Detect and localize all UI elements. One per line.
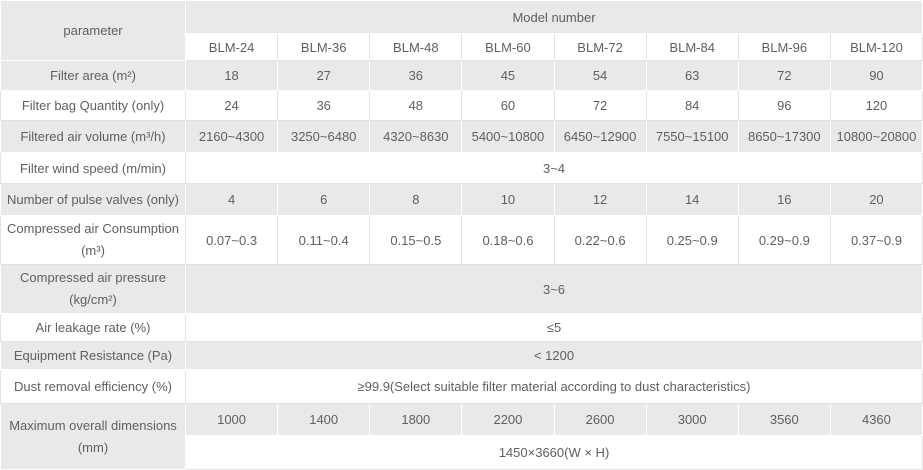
value-cell: 8 — [369, 183, 463, 216]
value-cell: 60 — [461, 90, 555, 121]
row-label-filter-bag-quantity: Filter bag Quantity (only) — [0, 90, 186, 121]
model-column-header: BLM-24 — [184, 33, 279, 61]
row-label-filter-area: Filter area (m²) — [0, 60, 186, 91]
table-row: parameter Model number — [0, 0, 923, 61]
span-value-cell: 3~4 — [185, 152, 923, 184]
value-cell: 4320~8630 — [369, 120, 463, 153]
model-column-header: BLM-120 — [829, 33, 923, 61]
span-value-cell: ≥99.9(Select suitable filter material ac… — [185, 369, 923, 404]
row-label-line1: Compressed air pressure — [20, 270, 166, 285]
value-cell: 0.15~0.5 — [369, 215, 463, 265]
table-row-compressed-air-consumption: Compressed air Consumption (m³) 0.07~0.3… — [0, 215, 923, 265]
model-column-header: BLM-60 — [461, 33, 555, 61]
model-header-row: BLM-24 BLM-36 BLM-48 BLM-60 BLM-72 BLM-8… — [1, 33, 923, 61]
value-cell: 0.25~0.9 — [645, 215, 739, 265]
value-cell: 27 — [277, 60, 371, 91]
table-row-filter-bag-quantity: Filter bag Quantity (only) 24 36 48 60 7… — [0, 90, 923, 121]
row-label-dust-removal-efficiency: Dust removal efficiency (%) — [0, 369, 186, 404]
model-column-header: BLM-48 — [369, 33, 463, 61]
span-value-cell: < 1200 — [185, 341, 923, 370]
value-cell: 84 — [645, 90, 739, 121]
value-cell: 3000 — [645, 403, 739, 436]
row-label-line2: (m³) — [81, 243, 105, 258]
value-cell: 0.29~0.9 — [737, 215, 831, 265]
value-cell: 20 — [829, 183, 923, 216]
table-row-maximum-dimensions: Maximum overall dimensions (mm) 1000 140… — [0, 403, 923, 470]
span-value-cell: 3~6 — [185, 264, 923, 314]
value-cell: 1000 — [184, 403, 279, 436]
value-cell: 8650~17300 — [737, 120, 831, 153]
row-label-pulse-valves: Number of pulse valves (only) — [0, 183, 186, 216]
value-cell: 2200 — [461, 403, 555, 436]
table-row-pulse-valves: Number of pulse valves (only) 4 6 8 10 1… — [0, 183, 923, 216]
value-cell: 63 — [645, 60, 739, 91]
row-label-line2: (kg/cm²) — [69, 292, 117, 307]
value-cell: 96 — [737, 90, 831, 121]
value-cell: 1800 — [369, 403, 463, 436]
table-row-filtered-air-volume: Filtered air volume (m³/h) 2160~4300 325… — [0, 120, 923, 153]
value-cell: 6 — [277, 183, 371, 216]
value-cell: 0.37~0.9 — [829, 215, 923, 265]
value-cell: 72 — [737, 60, 831, 91]
table-row-compressed-air-pressure: Compressed air pressure (kg/cm²) 3~6 — [0, 264, 923, 314]
model-column-header: BLM-36 — [277, 33, 371, 61]
value-cell: 72 — [553, 90, 647, 121]
table-row-dust-removal-efficiency: Dust removal efficiency (%) ≥99.9(Select… — [0, 369, 923, 404]
model-column-header: BLM-72 — [553, 33, 647, 61]
value-cell: 2160~4300 — [184, 120, 279, 153]
table-row-filter-area: Filter area (m²) 18 27 36 45 54 63 72 90 — [0, 60, 923, 91]
value-cell: 0.22~0.6 — [553, 215, 647, 265]
value-cell: 90 — [829, 60, 923, 91]
row-label-maximum-dimensions: Maximum overall dimensions (mm) — [0, 403, 186, 470]
value-cell: 2600 — [553, 403, 647, 436]
value-cell: 3250~6480 — [277, 120, 371, 153]
value-cell: 36 — [369, 60, 463, 91]
value-cell: 45 — [461, 60, 555, 91]
value-cell: 3560 — [737, 403, 831, 436]
value-cell: 7550~15100 — [645, 120, 739, 153]
value-cell: 54 — [553, 60, 647, 91]
row-label-line1: Maximum overall dimensions — [9, 417, 177, 433]
value-cell: 4 — [184, 183, 279, 216]
table-row-equipment-resistance: Equipment Resistance (Pa) < 1200 — [0, 341, 923, 370]
value-cell: 24 — [184, 90, 279, 121]
row-label-air-leakage: Air leakage rate (%) — [0, 313, 186, 342]
row-label-compressed-air-pressure: Compressed air pressure (kg/cm²) — [0, 264, 186, 314]
model-number-header: Model number — [185, 0, 923, 34]
value-cell: 4360 — [829, 403, 923, 436]
value-cell: 5400~10800 — [461, 120, 555, 153]
value-cell: 36 — [277, 90, 371, 121]
table-row-air-leakage: Air leakage rate (%) ≤5 — [0, 313, 923, 342]
model-column-header: BLM-96 — [737, 33, 831, 61]
value-cell: 10 — [461, 183, 555, 216]
table-row-filter-wind-speed: Filter wind speed (m/min) 3~4 — [0, 152, 923, 184]
span-value-cell: ≤5 — [185, 313, 923, 342]
value-cell: 14 — [645, 183, 739, 216]
row-label-compressed-air-consumption: Compressed air Consumption (m³) — [0, 215, 186, 265]
table-row-maximum-dimensions-wh: 1450×3660(W × H) — [1, 435, 923, 470]
value-cell: 12 — [553, 183, 647, 216]
row-label-filter-wind-speed: Filter wind speed (m/min) — [0, 152, 186, 184]
value-cell: 18 — [184, 60, 279, 91]
value-cell: 120 — [829, 90, 923, 121]
value-cell: 0.07~0.3 — [184, 215, 279, 265]
value-cell: 0.18~0.6 — [461, 215, 555, 265]
span-value-cell: 1450×3660(W × H) — [185, 435, 923, 470]
row-label-line2: (mm) — [77, 439, 109, 455]
value-cell: 6450~12900 — [553, 120, 647, 153]
value-cell: 1400 — [277, 403, 371, 436]
value-cell: 16 — [737, 183, 831, 216]
value-cell: 48 — [369, 90, 463, 121]
row-label-line1: Compressed air Consumption — [7, 221, 179, 236]
model-column-header: BLM-84 — [645, 33, 739, 61]
value-cell: 0.11~0.4 — [277, 215, 371, 265]
row-label-filtered-air-volume: Filtered air volume (m³/h) — [0, 120, 186, 153]
row-label-equipment-resistance: Equipment Resistance (Pa) — [0, 341, 186, 370]
parameter-header: parameter — [0, 0, 186, 61]
value-cell: 10800~20800 — [829, 120, 923, 153]
